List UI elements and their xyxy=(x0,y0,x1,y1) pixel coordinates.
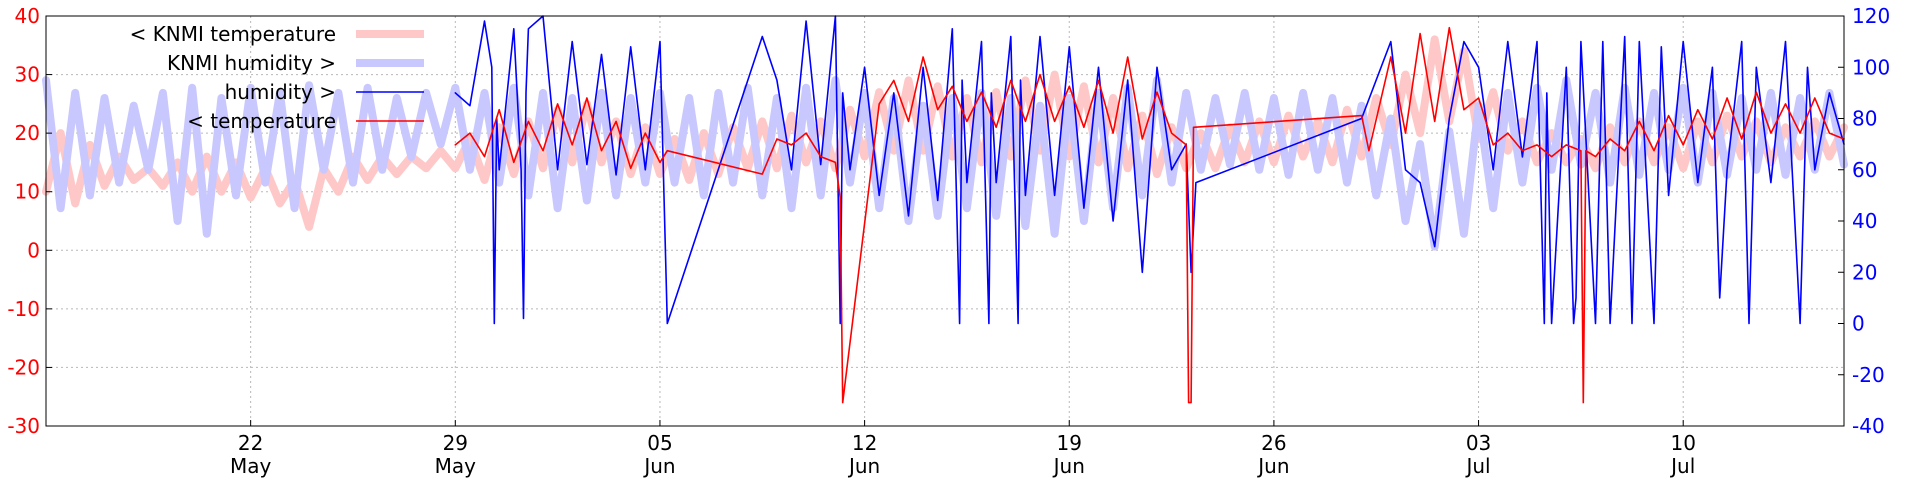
x-tick-month: May xyxy=(435,454,477,478)
legend-label-3: < temperature xyxy=(187,109,336,133)
x-tick-day: 10 xyxy=(1670,431,1695,455)
series-layer xyxy=(42,15,1848,404)
right-tick-label: 60 xyxy=(1852,158,1877,182)
legend: < KNMI temperature KNMI humidity > humidit… xyxy=(130,22,424,133)
right-tick-label: 20 xyxy=(1852,260,1877,284)
left-tick-label: -10 xyxy=(7,297,40,321)
right-tick-label: 80 xyxy=(1852,107,1877,131)
legend-label-0: < KNMI temperature xyxy=(130,22,336,46)
x-tick-month: Jul xyxy=(1464,454,1490,478)
x-tick-day: 03 xyxy=(1466,431,1491,455)
right-tick-label: 0 xyxy=(1852,312,1865,336)
x-tick-month: Jul xyxy=(1669,454,1695,478)
x-tick-month: Jun xyxy=(847,454,880,478)
legend-label-1: KNMI humidity > xyxy=(167,51,336,75)
x-tick-day: 26 xyxy=(1261,431,1286,455)
x-tick-day: 19 xyxy=(1057,431,1082,455)
x-tick-month: Jun xyxy=(1256,454,1289,478)
left-tick-label: -30 xyxy=(7,414,40,438)
left-tick-label: -20 xyxy=(7,355,40,379)
left-tick-label: 20 xyxy=(15,121,40,145)
x-tick-month: Jun xyxy=(642,454,675,478)
left-tick-label: 40 xyxy=(15,4,40,28)
series-line-3 xyxy=(454,26,1845,404)
x-tick-day: 12 xyxy=(852,431,877,455)
x-tick-day: 05 xyxy=(647,431,672,455)
left-axis: 40 30 20 10 0 -10 -20 -30 xyxy=(7,4,52,438)
plot-frame xyxy=(45,15,1845,427)
x-tick-day: 22 xyxy=(238,431,263,455)
right-axis: 120 100 80 60 40 20 0 -20 -40 xyxy=(1838,4,1890,438)
grid-lines xyxy=(46,16,1844,426)
right-tick-label: 100 xyxy=(1852,55,1890,79)
x-tick-day: 29 xyxy=(443,431,468,455)
series-line-1 xyxy=(42,76,1848,251)
left-tick-label: 10 xyxy=(15,180,40,204)
x-tick-month: May xyxy=(230,454,272,478)
left-tick-label: 30 xyxy=(15,63,40,87)
right-tick-label: 120 xyxy=(1852,4,1890,28)
right-tick-label: 40 xyxy=(1852,209,1877,233)
left-tick-label: 0 xyxy=(27,238,40,262)
right-tick-label: -40 xyxy=(1852,414,1885,438)
legend-label-2: humidity > xyxy=(225,80,336,104)
x-tick-month: Jun xyxy=(1052,454,1085,478)
right-tick-label: -20 xyxy=(1852,363,1885,387)
series-line-2 xyxy=(454,15,1845,325)
